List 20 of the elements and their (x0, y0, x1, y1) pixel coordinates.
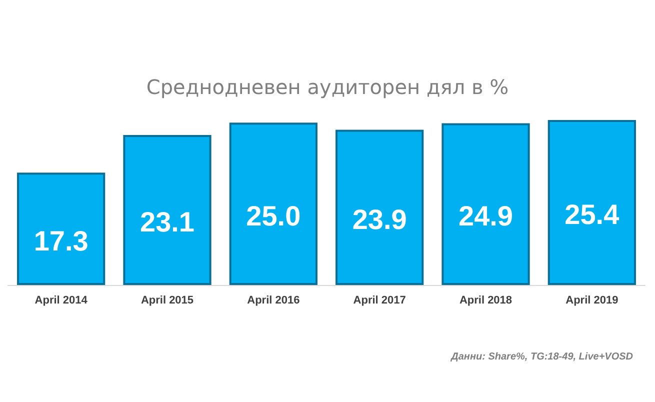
data-label: 17.3 (34, 225, 88, 256)
x-tick-label: April 2014 (34, 294, 88, 306)
x-tick-label: April 2015 (140, 294, 194, 306)
bar (548, 120, 636, 285)
bar (442, 123, 530, 285)
x-tick-label: April 2018 (459, 294, 512, 306)
data-label: 23.9 (352, 204, 407, 235)
x-tick-label: April 2016 (247, 294, 300, 306)
data-label: 24.9 (458, 200, 513, 232)
data-label: 25.4 (564, 199, 620, 230)
data-label: 25.0 (246, 200, 301, 232)
bar (229, 122, 318, 285)
bar (336, 130, 424, 285)
x-tick-label: April 2017 (353, 294, 406, 306)
x-tick-label: April 2019 (566, 294, 618, 306)
bar (123, 134, 212, 285)
data-label: 23.1 (140, 206, 194, 238)
bar (17, 172, 106, 285)
chart-title: Среднодневен аудиторен дял в % (146, 75, 509, 99)
text: Данни: Share%, TG:18-49, Live+VOSD (450, 352, 634, 362)
